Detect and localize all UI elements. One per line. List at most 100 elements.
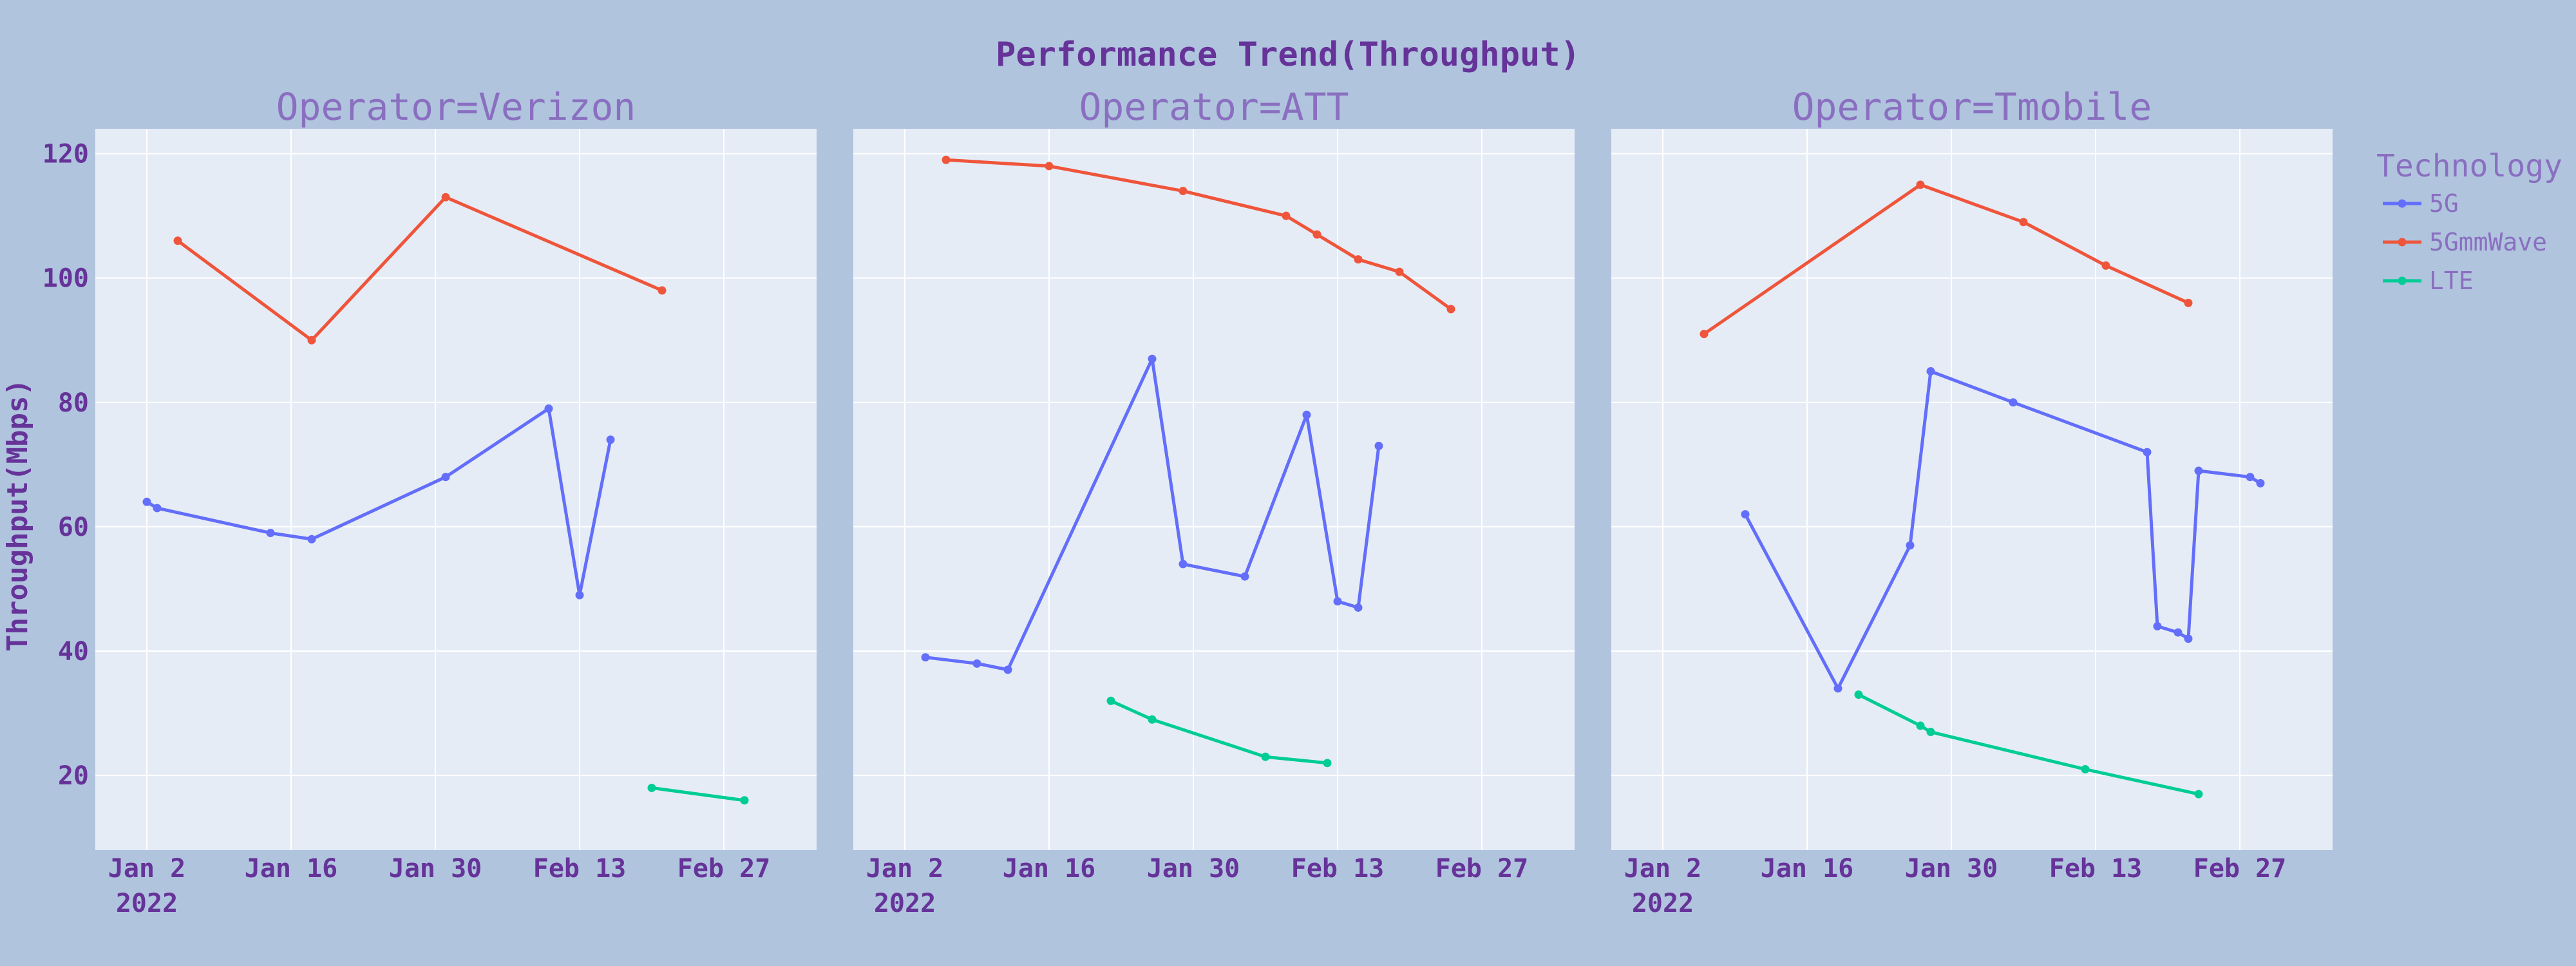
plot-area <box>95 129 817 850</box>
series-line <box>945 158 1452 311</box>
data-point <box>1045 162 1054 171</box>
series-5GmmWave <box>1700 180 2193 339</box>
y-tick-label: 40 <box>58 637 89 667</box>
data-point <box>1916 180 1925 189</box>
x-tick-label: Feb 13 <box>533 854 627 884</box>
series-line <box>1110 699 1328 765</box>
data-point <box>1261 752 1270 761</box>
series-line <box>1743 370 2262 690</box>
panel-0: Jan 2 2022 Jan 16 Jan 30 Feb 13 Feb 27 20 40 60 8… <box>43 85 817 918</box>
chart-title: Performance Trend(Throughput) <box>996 35 1580 74</box>
data-point <box>1741 510 1750 519</box>
y-tick-label: 20 <box>58 761 89 791</box>
data-point <box>2009 398 2018 407</box>
data-point <box>1854 690 1863 699</box>
data-point <box>1906 541 1915 550</box>
series-LTE <box>647 783 749 805</box>
data-point <box>921 653 930 662</box>
data-point <box>1302 410 1311 419</box>
legend-label: LTE <box>2429 267 2474 295</box>
y-tick-label: 100 <box>43 264 89 294</box>
data-point <box>2174 628 2183 637</box>
legend-label: 5G <box>2429 189 2459 218</box>
y-tick-label: 120 <box>43 140 89 169</box>
data-point <box>2256 478 2265 488</box>
x-tick-label: Jan 30 <box>1147 854 1240 884</box>
panel-title: Operator=ATT <box>1079 85 1349 129</box>
data-point <box>1916 721 1925 730</box>
series-LTE <box>1854 690 2203 799</box>
data-point <box>1374 441 1383 450</box>
panel-title: Operator=Tmobile <box>1792 85 2152 129</box>
legend-swatch-marker <box>2398 276 2407 285</box>
data-point <box>173 236 182 245</box>
data-point <box>2143 448 2152 457</box>
series-line <box>925 357 1381 672</box>
x-tick-label: Jan 16 <box>1761 854 1854 884</box>
data-point <box>307 535 316 544</box>
data-point <box>972 659 981 668</box>
data-point <box>544 404 553 413</box>
legend: Technology 5G 5GmmWave LTE <box>2376 148 2562 295</box>
data-point <box>142 497 151 506</box>
legend-item-5G[interactable]: 5G <box>2383 189 2459 218</box>
panel-title: Operator=Verizon <box>276 85 636 129</box>
plot-area <box>1611 129 2333 850</box>
data-point <box>441 473 450 482</box>
x-tick-label: Jan 16 <box>245 854 338 884</box>
data-point <box>740 796 749 805</box>
plot-area <box>853 129 1575 850</box>
x-tick-sublabel: 2022 <box>874 889 936 918</box>
series-5G <box>142 404 615 600</box>
data-point <box>647 783 656 792</box>
x-tick-sublabel: 2022 <box>116 889 178 918</box>
x-tick-label: Jan 16 <box>1003 854 1096 884</box>
data-point <box>1323 759 1332 768</box>
data-point <box>2101 261 2110 270</box>
legend-title: Technology <box>2376 148 2562 184</box>
data-point <box>1106 696 1115 705</box>
data-point <box>266 529 275 538</box>
data-point <box>1354 255 1363 264</box>
x-tick-label: Jan 2 <box>866 854 943 884</box>
data-point <box>2246 473 2255 482</box>
data-point <box>1179 187 1188 196</box>
x-tick-label: Feb 27 <box>1435 854 1529 884</box>
legend-swatch-marker <box>2398 238 2407 247</box>
series-line <box>176 195 663 342</box>
data-point <box>2019 218 2028 227</box>
data-point <box>606 435 615 444</box>
data-point <box>1926 728 1935 737</box>
data-point <box>2184 298 2193 307</box>
data-point <box>1354 603 1363 612</box>
series-5GmmWave <box>173 193 667 345</box>
data-point <box>2194 466 2203 475</box>
data-point <box>1003 665 1012 674</box>
x-tick-label: Jan 2 <box>108 854 185 884</box>
series-LTE <box>1106 696 1332 768</box>
data-point <box>1312 230 1321 239</box>
data-point <box>1148 715 1157 724</box>
data-point <box>1700 330 1709 339</box>
x-tick-label: Feb 27 <box>2193 854 2287 884</box>
data-point <box>1148 354 1157 363</box>
data-point <box>307 336 316 345</box>
x-tick-label: Jan 30 <box>389 854 482 884</box>
x-tick-label: Feb 27 <box>677 854 771 884</box>
data-point <box>1282 211 1291 220</box>
x-tick-sublabel: 2022 <box>1632 889 1694 918</box>
data-point <box>575 591 584 600</box>
series-5G <box>921 354 1383 674</box>
series-5G <box>1741 367 2265 693</box>
data-point <box>2081 764 2090 773</box>
legend-item-5GmmWave[interactable]: 5GmmWave <box>2383 228 2547 256</box>
data-point <box>1395 267 1404 276</box>
y-axis-title: Throughput(Mbps) <box>1 379 34 652</box>
legend-label: 5GmmWave <box>2429 228 2547 256</box>
data-point <box>658 286 667 295</box>
legend-item-LTE[interactable]: LTE <box>2383 267 2474 295</box>
data-point <box>1926 367 1935 376</box>
data-point <box>1446 305 1455 314</box>
data-point <box>2194 790 2203 799</box>
data-point <box>153 504 162 513</box>
